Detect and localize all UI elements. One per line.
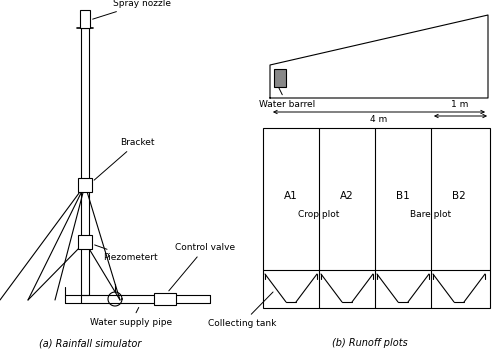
Text: Collecting tank: Collecting tank [208,292,276,328]
Bar [80,10,90,28]
Bar [81,28,89,295]
Bar [274,69,286,87]
Text: Crop plot: Crop plot [298,210,340,219]
Text: Water barrel: Water barrel [259,81,316,109]
Text: Piezometert: Piezometert [94,245,158,262]
Text: 4 m: 4 m [370,115,388,124]
Bar [263,128,490,308]
Text: Bare plot: Bare plot [410,210,452,219]
Bar [78,178,92,192]
Text: Bracket: Bracket [94,138,154,180]
Text: A2: A2 [340,192,354,202]
Text: Control valve: Control valve [169,243,235,291]
Text: A1: A1 [284,192,298,202]
Bar [78,235,92,249]
Text: 1 m: 1 m [452,100,468,109]
Text: B1: B1 [396,192,410,202]
Bar [154,293,176,305]
Text: (a) Rainfall simulator: (a) Rainfall simulator [39,338,141,348]
Text: B2: B2 [452,192,466,202]
Text: Water supply pipe: Water supply pipe [90,308,172,327]
Polygon shape [270,15,488,98]
Text: (b) Runoff plots: (b) Runoff plots [332,338,408,348]
Text: Spray nozzle: Spray nozzle [92,0,171,19]
